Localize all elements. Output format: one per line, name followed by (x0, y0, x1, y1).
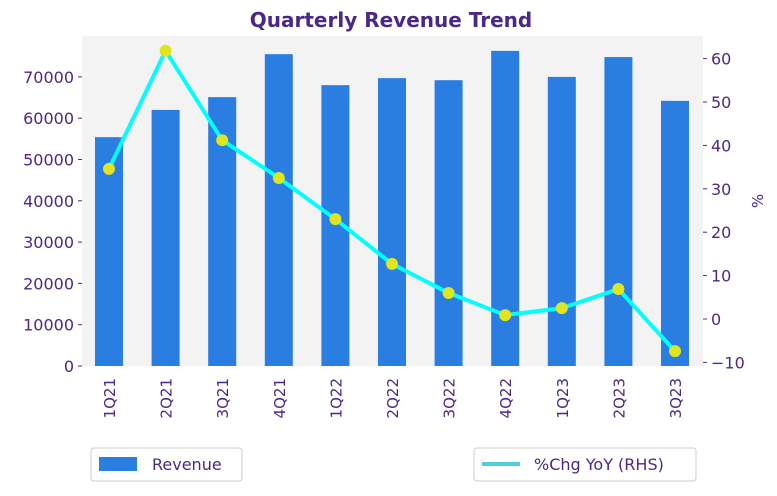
bar-2Q22 (378, 78, 406, 366)
x-tick-label: 1Q23 (554, 378, 572, 418)
chart-title: Quarterly Revenue Trend (250, 8, 532, 32)
legend-box-revenue (90, 447, 243, 482)
legend-label-chg: %Chg YoY (RHS) (534, 455, 664, 474)
x-tick-label: 3Q23 (667, 378, 685, 418)
line-marker-3Q21 (216, 134, 229, 147)
bar-2Q23 (604, 57, 633, 367)
line-marker-2Q23 (612, 283, 625, 296)
legend-box-chg (473, 447, 697, 482)
x-tick-label: 3Q22 (441, 378, 459, 418)
line-marker-3Q23 (669, 345, 681, 358)
x-tick-label: 2Q23 (610, 378, 628, 418)
y-tick-label: 0 (64, 357, 74, 376)
y-tick-label: 60000 (23, 109, 74, 128)
y2-tick-label: −10 (711, 353, 745, 372)
y-tick-label: 50000 (23, 151, 74, 170)
line-marker-4Q22 (499, 309, 512, 322)
legend-label-revenue: Revenue (152, 455, 222, 474)
line-marker-2Q21 (159, 44, 172, 57)
line-marker-4Q21 (272, 171, 285, 184)
y-tick-label: 40000 (23, 192, 74, 211)
x-tick-label: 1Q21 (101, 378, 119, 418)
y2-tick-label: 50 (711, 93, 731, 112)
y-tick-label: 30000 (23, 233, 74, 252)
line-marker-1Q23 (555, 302, 568, 315)
y-tick-label: 20000 (23, 274, 74, 293)
x-tick-label: 2Q21 (158, 378, 176, 418)
y-tick-label: 70000 (23, 68, 74, 87)
line-marker-3Q22 (442, 286, 455, 299)
line-marker-1Q22 (329, 213, 342, 226)
line-marker-1Q21 (103, 162, 115, 175)
bar-2Q21 (151, 109, 180, 366)
y2-axis-label: % (749, 194, 767, 208)
bar-1Q23 (547, 76, 576, 367)
line-marker-2Q22 (386, 257, 398, 270)
x-tick-label: 2Q22 (384, 378, 402, 418)
x-tick-label: 3Q21 (214, 378, 232, 418)
x-tick-label: 1Q22 (327, 378, 345, 418)
bar-3Q23 (661, 100, 689, 366)
bar-4Q21 (264, 54, 293, 367)
y2-tick-label: 60 (711, 50, 731, 69)
y2-tick-label: 40 (711, 136, 731, 155)
y2-tick-label: 30 (711, 180, 731, 199)
y-tick-label: 10000 (23, 316, 74, 335)
y2-tick-label: 10 (711, 267, 731, 286)
bar-1Q21 (95, 137, 123, 366)
legend-swatch-revenue (99, 457, 137, 471)
bar-3Q22 (434, 80, 463, 366)
y2-tick-label: 20 (711, 223, 731, 242)
x-tick-label: 4Q22 (497, 378, 515, 418)
x-tick-label: 4Q21 (271, 378, 289, 418)
y2-tick-label: 0 (711, 310, 721, 329)
